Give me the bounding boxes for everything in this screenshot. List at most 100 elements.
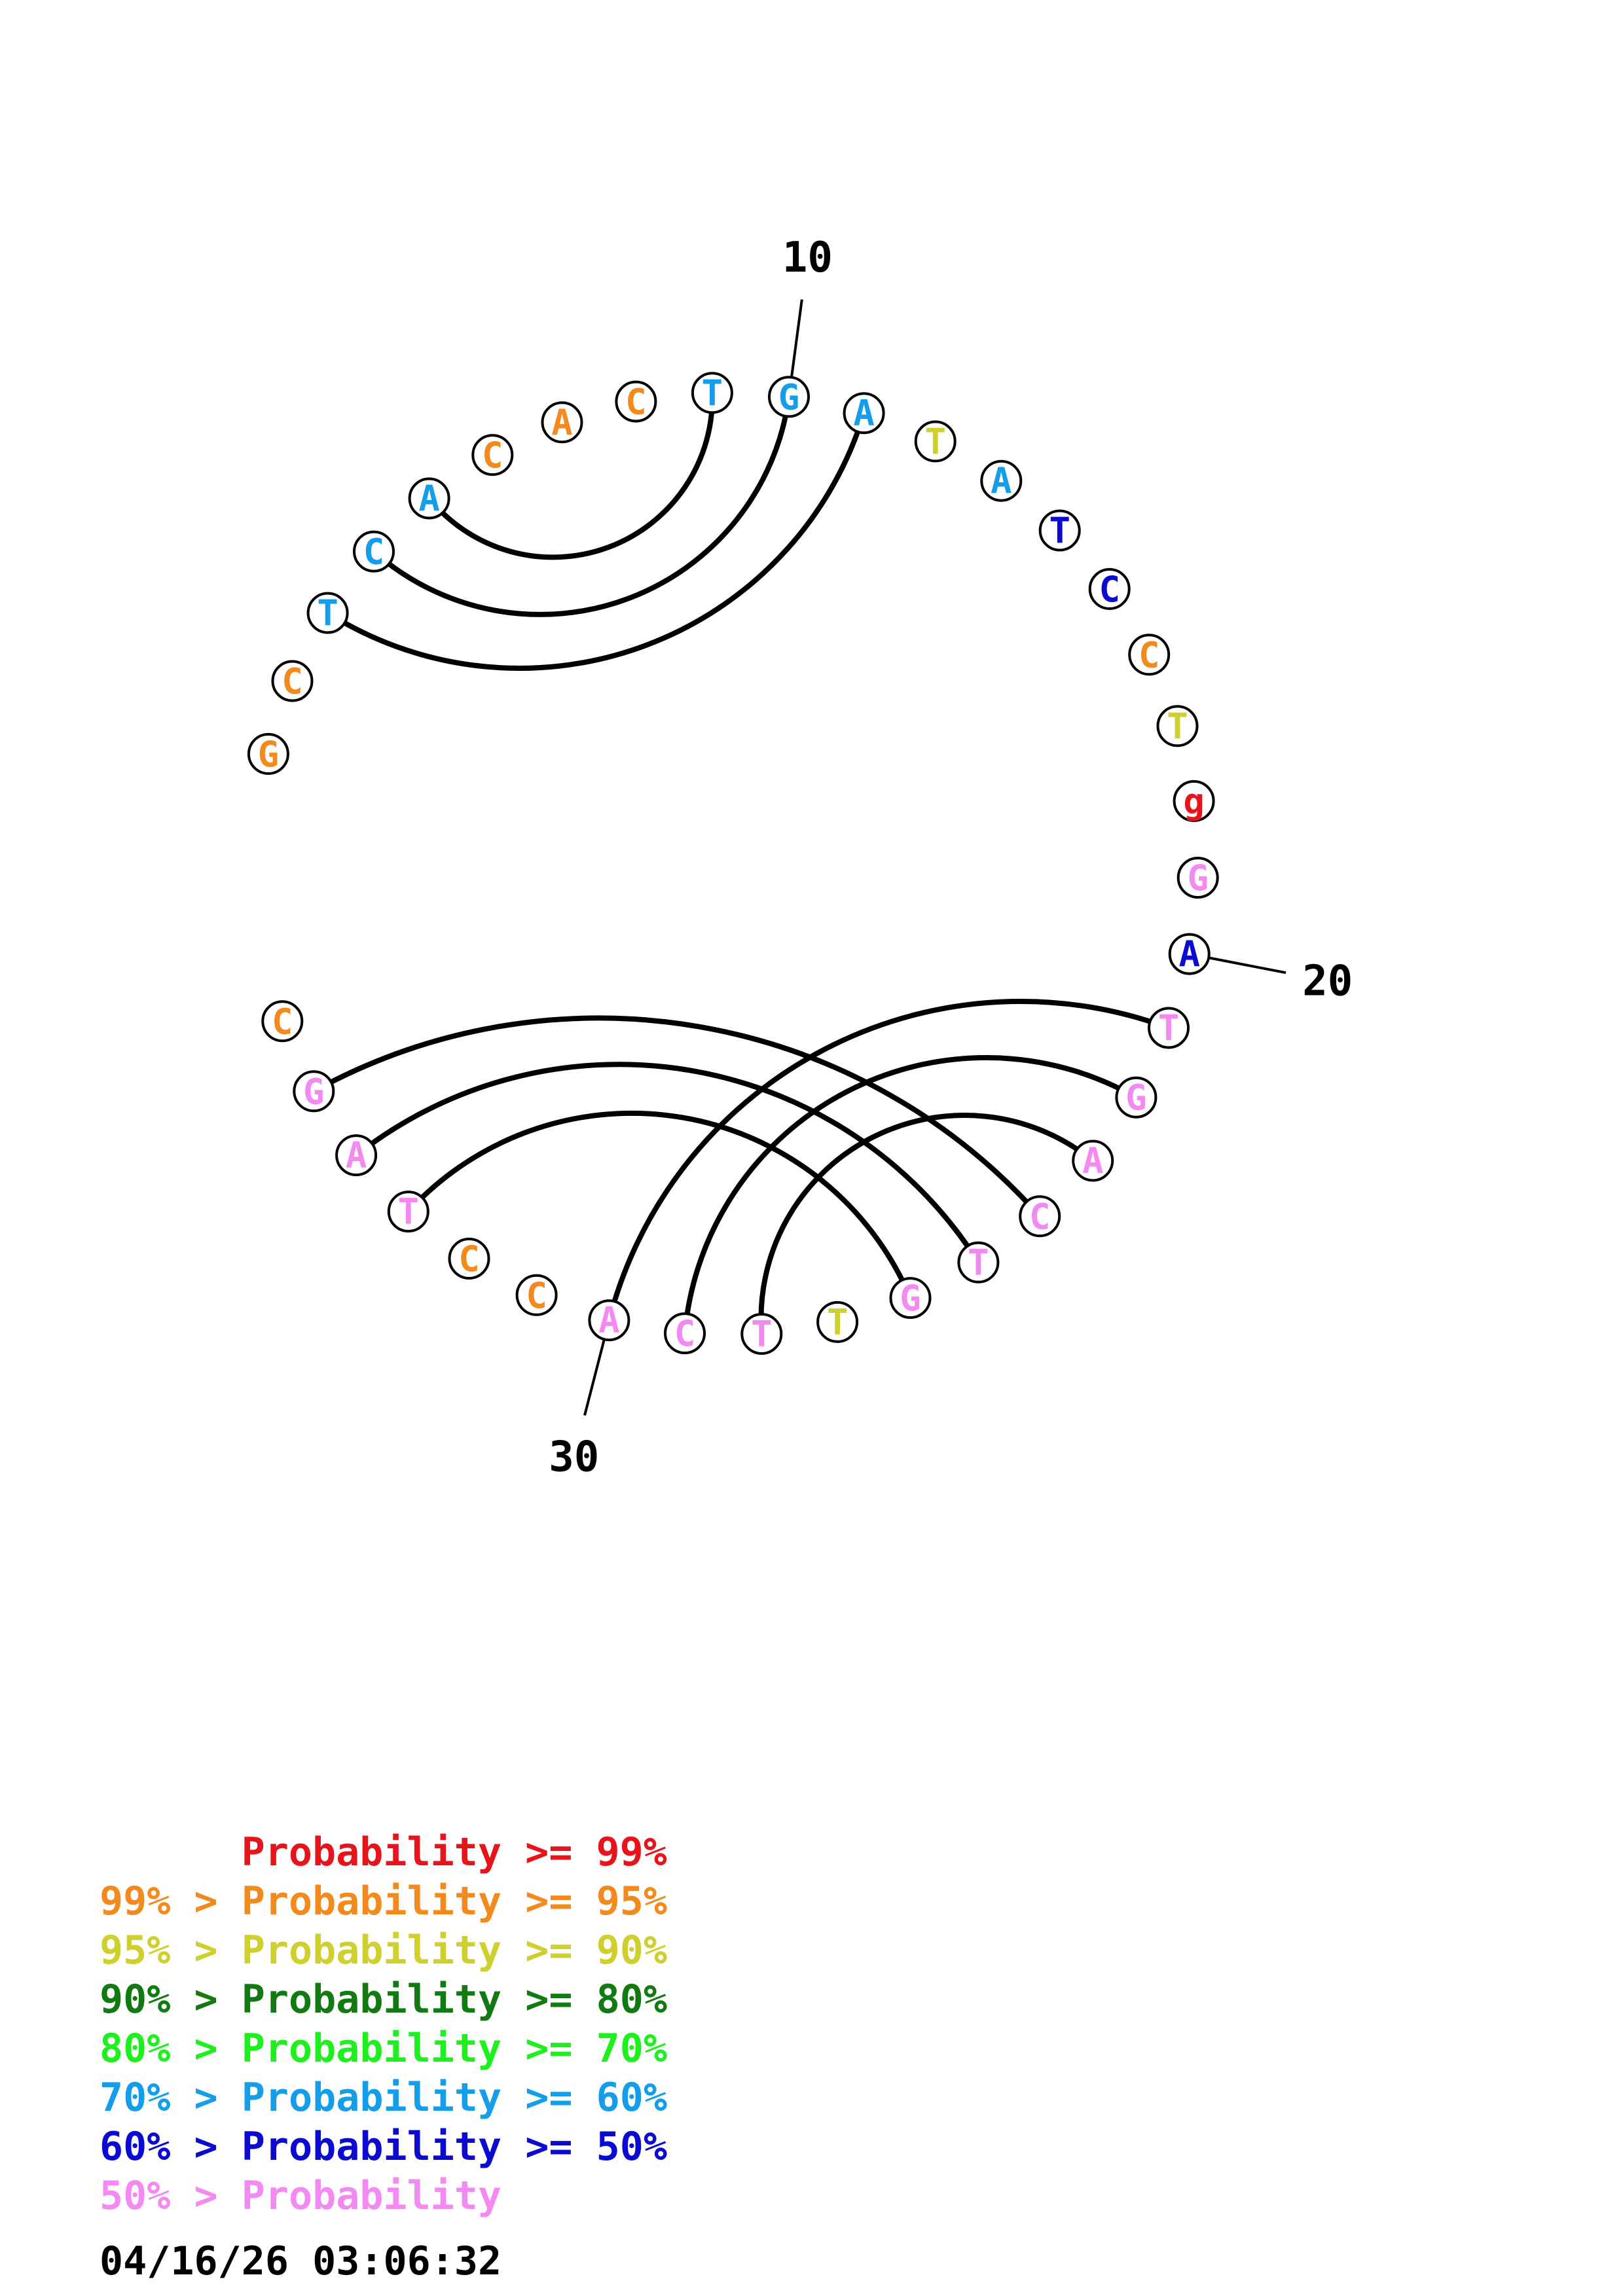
nucleotide-32: C bbox=[448, 1238, 490, 1280]
nucleotide-circle bbox=[1019, 1195, 1061, 1238]
nucleotide-circle bbox=[615, 380, 657, 423]
nucleotide-18: g bbox=[1173, 780, 1215, 822]
nucleotide-circle bbox=[1176, 857, 1219, 899]
nucleotide-16: C bbox=[1128, 634, 1171, 676]
nucleotide-30: A bbox=[588, 1299, 630, 1342]
nucleotide-letter: C bbox=[625, 382, 647, 423]
nucleotide-8: C bbox=[615, 380, 657, 423]
nucleotide-23: A bbox=[1072, 1139, 1114, 1182]
nucleotide-letter: C bbox=[363, 531, 385, 573]
nucleotide-letter: A bbox=[598, 1300, 620, 1341]
base-pair-arc-24-35 bbox=[311, 1015, 1043, 1219]
nucleotide-letter: A bbox=[551, 402, 573, 443]
nucleotide-letter: g bbox=[1183, 781, 1205, 822]
nucleotide-6: C bbox=[471, 434, 514, 476]
nucleotide-letter: C bbox=[458, 1238, 480, 1280]
nucleotide-circle bbox=[1168, 933, 1211, 975]
nucleotide-circle bbox=[914, 420, 957, 463]
nucleotide-25: T bbox=[957, 1241, 1000, 1283]
timestamp: 04/16/26 03:06:32 bbox=[100, 2238, 501, 2284]
nucleotide-circle bbox=[1148, 1007, 1190, 1049]
nucleotide-circle bbox=[353, 530, 395, 573]
nucleotide-letter: A bbox=[991, 461, 1012, 502]
nucleotide-letter: T bbox=[398, 1191, 420, 1232]
nucleotide-letter: C bbox=[1139, 634, 1160, 675]
nucleotide-circle bbox=[588, 1299, 630, 1342]
nucleotide-circle bbox=[1156, 705, 1199, 747]
legend-row-7: 60% > Probability >= 50% bbox=[100, 2124, 667, 2170]
nucleotide-circle bbox=[261, 1000, 304, 1043]
tick-label-10: 10 bbox=[782, 234, 833, 282]
nucleotide-circle bbox=[1088, 567, 1131, 610]
nucleotide-7: A bbox=[541, 401, 583, 444]
nucleotide-circle bbox=[306, 592, 349, 634]
nucleotide-35: G bbox=[293, 1070, 335, 1113]
nucleotide-letter: G bbox=[303, 1071, 325, 1112]
nucleotide-circle bbox=[1115, 1076, 1158, 1119]
nucleotide-letter: A bbox=[1082, 1141, 1104, 1182]
nucleotide-letter: T bbox=[827, 1302, 848, 1343]
legend-row-4: 90% > Probability >= 80% bbox=[100, 1977, 667, 2022]
legend-row-1: Probability >= 99% bbox=[242, 1829, 667, 1875]
nucleotide-letter: T bbox=[317, 593, 338, 634]
nucleotide-circle bbox=[664, 1312, 706, 1355]
nucleotide-circle bbox=[768, 376, 810, 418]
nucleotide-letter: C bbox=[482, 435, 503, 476]
probability-legend: Probability >= 99%99% > Probability >= 9… bbox=[100, 1829, 667, 2219]
nucleotide-letter: C bbox=[282, 661, 303, 702]
nucleotide-letter: T bbox=[1167, 706, 1188, 747]
nucleotide-letter: T bbox=[702, 372, 723, 414]
nucleotide-circle bbox=[740, 1313, 783, 1355]
nucleotide-13: A bbox=[980, 459, 1023, 502]
nucleotide-letter: A bbox=[853, 393, 875, 434]
nucleotide-letter: G bbox=[900, 1278, 921, 1319]
nucleotide-circle bbox=[957, 1241, 1000, 1283]
base-pair-arc-3-11 bbox=[325, 410, 867, 672]
nucleotide-22: G bbox=[1115, 1076, 1158, 1119]
nucleotide-28: T bbox=[740, 1313, 783, 1355]
nucleotide-letter: T bbox=[1158, 1008, 1180, 1049]
nucleotide-circle bbox=[541, 401, 583, 444]
legend-row-6: 70% > Probability >= 60% bbox=[100, 2075, 667, 2121]
nucleotide-circle bbox=[408, 477, 450, 520]
nucleotide-14: T bbox=[1038, 509, 1081, 552]
base-pair-arc-23-28 bbox=[758, 1113, 1096, 1336]
nucleotide-circle bbox=[889, 1277, 932, 1319]
base-pair-arc-5-9 bbox=[426, 390, 715, 560]
nucleotide-letter: A bbox=[1178, 934, 1200, 975]
nucleotide-circle bbox=[816, 1300, 859, 1343]
nucleotide-circle bbox=[980, 459, 1023, 502]
nucleotide-letter: T bbox=[751, 1314, 773, 1355]
nucleotide-3: T bbox=[306, 592, 349, 634]
base-pair-arc-26-33 bbox=[405, 1110, 913, 1301]
nucleotide-circle bbox=[335, 1134, 378, 1177]
position-ticks: 10 20 30 bbox=[549, 234, 1353, 1481]
nucleotide-circle bbox=[387, 1191, 429, 1233]
base-pair-arcs bbox=[311, 390, 1171, 1336]
nucleotide-letter: G bbox=[258, 734, 280, 775]
legend-row-3: 95% > Probability >= 90% bbox=[100, 1928, 667, 1973]
nucleotide-5: A bbox=[408, 477, 450, 520]
nucleotide-31: C bbox=[515, 1274, 558, 1316]
nucleotide-24: C bbox=[1019, 1195, 1061, 1238]
nucleotide-letter: T bbox=[968, 1242, 989, 1283]
nucleotide-15: C bbox=[1088, 567, 1131, 610]
nucleotide-circle bbox=[1173, 780, 1215, 822]
nucleotide-circle bbox=[1038, 509, 1081, 552]
tick-line-10 bbox=[790, 299, 803, 378]
legend-row-8: 50% > Probability bbox=[100, 2173, 501, 2219]
nucleotide-27: T bbox=[816, 1300, 859, 1343]
tick-label-30: 30 bbox=[549, 1433, 599, 1482]
base-pair-arc-25-34 bbox=[354, 1062, 981, 1265]
base-pair-arc-21-30 bbox=[606, 998, 1171, 1323]
tick-line-20 bbox=[1208, 956, 1286, 975]
tick-line-30 bbox=[583, 1338, 606, 1416]
nucleotide-20: A bbox=[1168, 933, 1211, 975]
nucleotide-12: T bbox=[914, 420, 957, 463]
nucleotide-33: T bbox=[387, 1191, 429, 1233]
nucleotide-36: C bbox=[261, 1000, 304, 1043]
nucleotide-letter: G bbox=[778, 376, 800, 418]
nucleotide-circle bbox=[1128, 634, 1171, 676]
base-pair-arc-4-10 bbox=[371, 394, 792, 617]
